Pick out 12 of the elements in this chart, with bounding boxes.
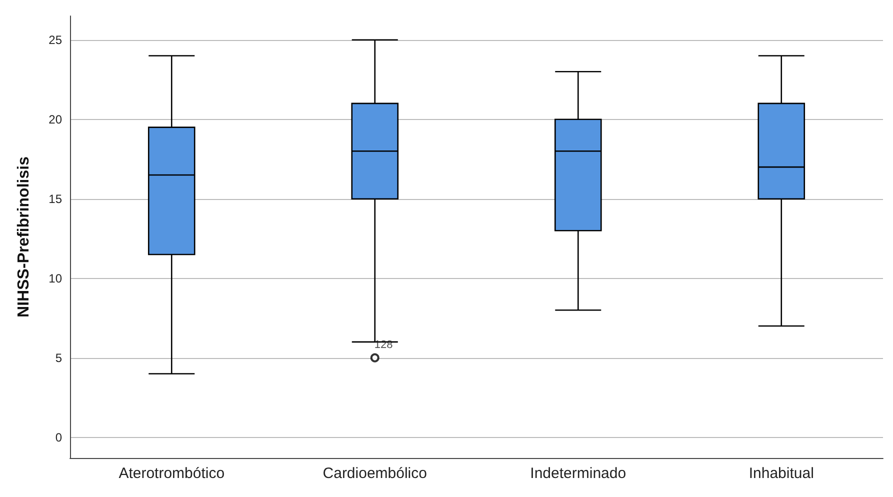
y-tick-label: 10 (48, 271, 62, 286)
y-tick-label: 15 (48, 192, 62, 206)
annotation: 128 (374, 338, 393, 351)
y-tick-label: 0 (55, 430, 62, 444)
y-tick-label: 5 (55, 350, 62, 365)
x-tick-label: Indeterminado (530, 465, 626, 482)
x-tick-label: Inhabitual (748, 465, 814, 482)
x-tick-label: Aterotrombótico (118, 465, 225, 482)
y-axis-title: NIHSS-Prefibrinolisis (16, 156, 32, 318)
y-tick-label: 25 (48, 32, 62, 47)
x-tick-label: Cardioembólico (322, 465, 427, 482)
y-tick-label: 20 (48, 112, 62, 126)
